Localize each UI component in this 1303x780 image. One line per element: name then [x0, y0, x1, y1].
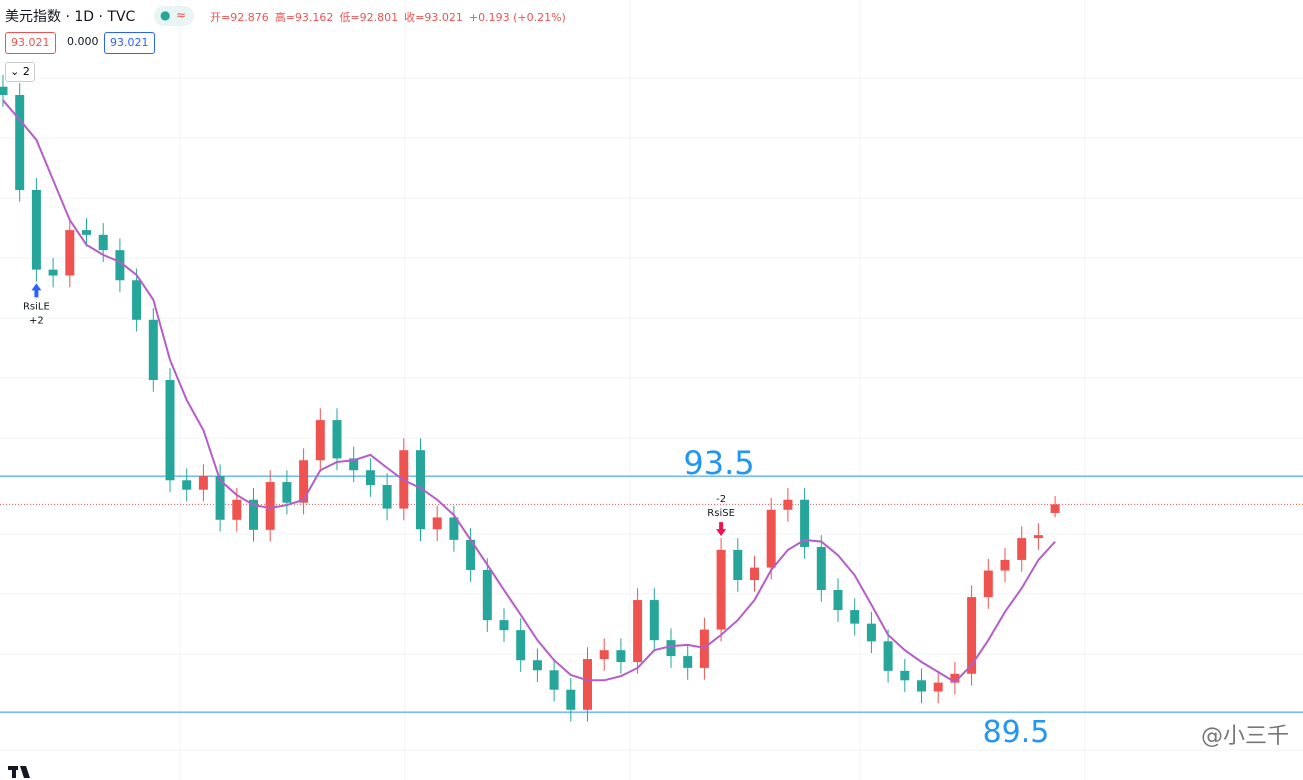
candle-body	[31, 189, 41, 270]
candle-body	[599, 650, 609, 660]
ohlc: 开=92.876 高=93.162 低=92.801 收=93.021 +0.193 (…	[210, 9, 572, 25]
close-text: 收=93.021	[404, 11, 463, 24]
sell-price[interactable]: 93.021	[5, 32, 56, 54]
candle-body	[132, 280, 142, 320]
candle-body	[967, 597, 977, 674]
candle-body	[98, 234, 108, 251]
candle-body	[616, 650, 626, 662]
candle-body	[165, 379, 175, 481]
moving-average	[2, 99, 1056, 684]
candle-body	[583, 659, 592, 710]
candle-body	[883, 641, 893, 671]
signal-qty: +2	[29, 315, 44, 326]
candle-body	[833, 590, 843, 611]
candle-body	[198, 476, 208, 490]
watermark: @小三千	[1200, 724, 1289, 749]
candle-body	[666, 640, 676, 657]
candle-body	[783, 499, 793, 510]
candle-body	[249, 499, 258, 530]
signal-qty: -2	[716, 494, 726, 505]
candle-body	[1017, 538, 1027, 560]
level-label: 93.5	[683, 444, 754, 482]
collapse-button[interactable]: ⌄ 2	[5, 62, 35, 82]
candle-body	[282, 482, 292, 503]
candle-body	[1033, 535, 1043, 539]
candle-body	[382, 484, 392, 509]
candle-body	[1050, 504, 1060, 513]
candle-body	[0, 86, 8, 95]
candle-body	[182, 480, 192, 490]
candle-body	[232, 499, 242, 520]
candle-body	[299, 460, 309, 503]
symbol-title: 美元指数 · 1D · TVC	[5, 9, 136, 25]
collapse-count: 2	[22, 65, 30, 78]
candle-body	[115, 250, 125, 281]
candle-body	[265, 482, 275, 530]
candle-body	[416, 450, 425, 530]
candle-body	[933, 682, 943, 692]
candle-body	[215, 476, 225, 520]
buy-price[interactable]: 93.021	[104, 32, 155, 54]
candle-body	[499, 620, 509, 631]
candle-body	[733, 549, 743, 580]
candle-body	[516, 630, 526, 661]
candle-body	[649, 600, 659, 641]
candle-body	[983, 570, 993, 598]
candle-body	[633, 600, 643, 662]
signal-arrow	[716, 522, 727, 537]
candle-body	[466, 539, 476, 570]
candle-body	[349, 458, 359, 471]
candle-body	[850, 610, 860, 624]
level-label: 89.5	[983, 715, 1050, 750]
candle-body	[549, 670, 559, 690]
candle-body	[432, 517, 442, 530]
candle-body	[148, 319, 158, 380]
candle-body	[332, 420, 342, 459]
candle-body	[365, 470, 375, 485]
candle-body	[65, 230, 75, 276]
candle-body	[716, 549, 726, 630]
candle-body	[800, 499, 810, 547]
change-text: +0.193 (+0.21%)	[468, 11, 566, 24]
candle-body	[566, 689, 576, 710]
candle-body	[750, 567, 759, 580]
signal-label: RsiLE	[23, 301, 50, 312]
candle-body	[950, 673, 960, 683]
candle-body	[683, 656, 693, 668]
candle-body	[866, 623, 876, 642]
low-text: 低=92.801	[339, 11, 399, 24]
high-text: 高=93.162	[274, 11, 334, 24]
toggle[interactable]: ● ≈	[154, 6, 194, 26]
candle-body	[766, 509, 776, 568]
candle-body	[48, 269, 58, 276]
candle-body	[15, 94, 25, 190]
candle-body	[1000, 559, 1010, 571]
open-text: 开=92.876	[210, 11, 269, 24]
signal-label: RsiSE	[707, 508, 735, 519]
candle-body	[816, 546, 826, 591]
candle-body	[482, 569, 492, 621]
tv-logo	[8, 766, 30, 778]
spread: 0.000	[67, 35, 99, 48]
candle-body	[917, 680, 926, 692]
signal-arrow	[31, 283, 42, 298]
candle-body	[315, 420, 325, 461]
candle-body	[900, 670, 910, 681]
candle-body	[532, 660, 542, 671]
candle-body	[82, 230, 91, 235]
candle-body	[449, 517, 459, 540]
